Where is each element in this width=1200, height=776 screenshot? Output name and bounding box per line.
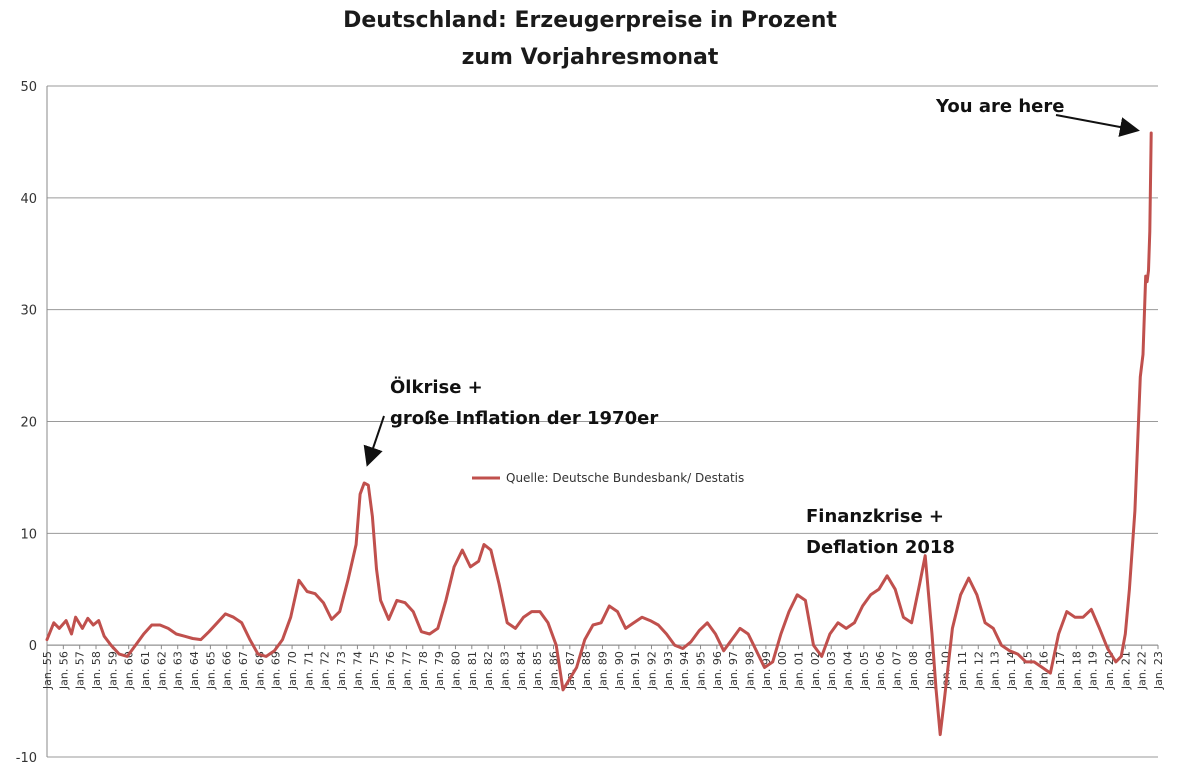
x-tick-label: Jan. 95	[695, 651, 708, 690]
x-tick-label: Jan. 93	[662, 651, 675, 690]
x-tick-label: Jan. 00	[776, 651, 789, 690]
x-tick-label: Jan. 07	[891, 651, 904, 690]
series-line	[45, 131, 1153, 737]
x-tick-label: Jan. 82	[482, 651, 495, 690]
x-tick-label: Jan. 61	[139, 651, 152, 690]
y-tick-label: 20	[20, 416, 37, 431]
x-tick-label: Jan. 70	[286, 651, 299, 690]
x-tick-label: Jan. 85	[531, 651, 544, 690]
x-tick-label: Jan. 72	[319, 651, 332, 690]
series-lines	[45, 131, 1153, 737]
y-tick-labels: -10 0 10 20 30 40 50	[16, 80, 37, 766]
x-tick-label: Jan. 22	[1136, 651, 1149, 690]
y-tick-label: -10	[16, 751, 37, 766]
x-tick-label: Jan. 65	[204, 651, 217, 690]
annotation-oelkrise-arrow	[363, 415, 385, 467]
annotation-you-are-here: You are here	[935, 96, 1140, 137]
x-tick-label: Jan. 83	[498, 651, 511, 690]
x-tick-label: Jan. 06	[874, 651, 887, 690]
x-tick-label: Jan. 14	[1005, 651, 1018, 690]
x-tick-label: Jan. 64	[188, 651, 201, 690]
chart-title-line-2: zum Vorjahresmonat	[461, 45, 719, 70]
annotation-finanzkrise-line-1: Finanzkrise +	[806, 506, 944, 527]
y-tick-label: 10	[20, 527, 37, 542]
annotation-you-are-here-arrow	[1055, 114, 1140, 137]
x-tick-label: Jan. 11	[956, 651, 969, 690]
x-tick-label: Jan. 79	[433, 651, 446, 690]
x-tick-label: Jan. 68	[253, 651, 266, 690]
x-tick-label: Jan. 80	[449, 651, 462, 690]
x-tick-label: Jan. 02	[809, 651, 822, 690]
x-tick-label: Jan. 96	[711, 651, 724, 690]
x-tick-label: Jan. 23	[1152, 651, 1165, 690]
x-tick-label: Jan. 01	[793, 651, 806, 690]
x-tick-label: Jan. 90	[613, 651, 626, 690]
x-tick-label: Jan. 69	[270, 651, 283, 690]
x-tick-label: Jan. 19	[1087, 651, 1100, 690]
x-tick-label: Jan. 03	[825, 651, 838, 690]
x-tick-label: Jan. 81	[466, 651, 479, 690]
x-tick-label: Jan. 98	[744, 651, 757, 690]
y-tick-label: 0	[29, 639, 37, 654]
axes	[46, 86, 1159, 757]
gridlines	[47, 85, 1158, 758]
x-tick-label: Jan. 59	[106, 651, 119, 690]
x-tick-label: Jan. 62	[155, 651, 168, 690]
x-tick-label: Jan. 91	[629, 651, 642, 690]
x-tick-label: Jan. 55	[41, 651, 54, 690]
x-tick-label: Jan. 66	[221, 651, 234, 690]
x-tick-label: Jan. 17	[1054, 651, 1067, 690]
x-tick-label: Jan. 71	[302, 651, 315, 690]
y-tick-label: 30	[20, 304, 37, 319]
x-tick-label: Jan. 76	[384, 651, 397, 690]
x-tick-label: Jan. 97	[727, 651, 740, 690]
x-tick-label: Jan. 60	[123, 651, 136, 690]
x-tick-label: Jan. 20	[1103, 651, 1116, 690]
x-tick-label: Jan. 73	[335, 651, 348, 690]
annotation-oelkrise-line-2: große Inflation der 1970er	[390, 408, 658, 429]
legend-label: Quelle: Deutsche Bundesbank/ Destatis	[506, 471, 744, 485]
x-tick-label: Jan. 12	[972, 651, 985, 690]
x-tick-label: Jan. 18	[1070, 651, 1083, 690]
legend: Quelle: Deutsche Bundesbank/ Destatis	[472, 471, 744, 485]
x-tick-label: Jan. 67	[237, 651, 250, 690]
x-tick-label: Jan. 78	[417, 651, 430, 690]
x-tick-label: Jan. 15	[1021, 651, 1034, 690]
chart-title-line-1: Deutschland: Erzeugerpreise in Prozent	[343, 8, 837, 33]
x-tick-label: Jan. 92	[646, 651, 659, 690]
y-tick-label: 50	[20, 80, 37, 95]
x-tick-label: Jan. 75	[368, 651, 381, 690]
x-tick-labels: Jan. 55 Jan. 56 Jan. 57 Jan. 58 Jan. 59 Jan. …	[41, 651, 1165, 690]
x-tick-label: Jan. 16	[1038, 651, 1051, 690]
x-tick-label: Jan. 21	[1119, 651, 1132, 690]
x-tick-label: Jan. 57	[74, 651, 87, 690]
annotation-you-are-here-label: You are here	[935, 96, 1064, 117]
annotation-finanzkrise: Finanzkrise + Deflation 2018	[806, 506, 955, 558]
annotation-finanzkrise-line-2: Deflation 2018	[806, 537, 955, 558]
annotation-oelkrise: Ölkrise + große Inflation der 1970er	[363, 376, 658, 467]
x-tick-label: Jan. 77	[400, 651, 413, 690]
y-tick-label: 40	[20, 192, 37, 207]
x-tick-label: Jan. 84	[515, 651, 528, 690]
annotation-oelkrise-line-1: Ölkrise +	[390, 376, 483, 398]
x-tick-label: Jan. 56	[57, 651, 70, 690]
x-tick-label: Jan. 58	[90, 651, 103, 690]
x-tick-label: Jan. 13	[989, 651, 1002, 690]
x-tick-label: Jan. 04	[842, 651, 855, 690]
x-tick-label: Jan. 88	[580, 651, 593, 690]
x-tick-label: Jan. 89	[597, 651, 610, 690]
x-tick-label: Jan. 63	[172, 651, 185, 690]
x-tick-label: Jan. 08	[907, 651, 920, 690]
x-tick-label: Jan. 74	[351, 651, 364, 690]
x-tick-label: Jan. 99	[760, 651, 773, 690]
x-tick-label: Jan. 94	[678, 651, 691, 690]
x-tick-label: Jan. 05	[858, 651, 871, 690]
